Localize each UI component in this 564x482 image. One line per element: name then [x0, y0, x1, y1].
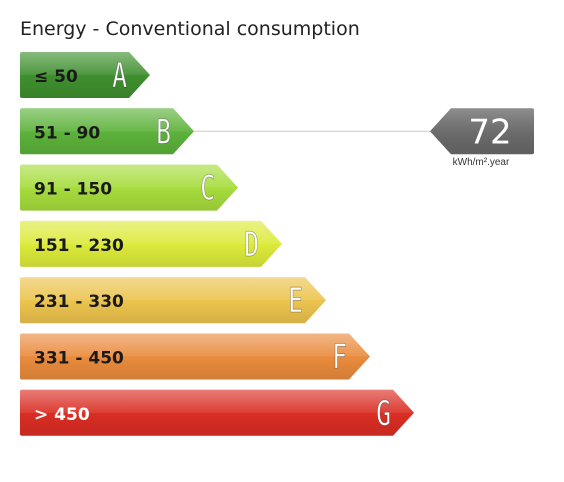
bar-gloss — [20, 164, 238, 211]
class-letter-label: E — [288, 281, 303, 320]
energy-class-e-bar: 231 - 330 E — [20, 277, 326, 324]
class-range-label: 331 - 450 — [34, 349, 124, 369]
indicator-gloss — [430, 108, 534, 155]
class-range-label: ≤ 50 — [34, 67, 78, 87]
unit-label: kWh/m².year — [452, 157, 510, 168]
class-letter-label: C — [200, 169, 215, 208]
energy-class-f-bar: 331 - 450 F — [20, 333, 370, 380]
class-letter-label: G — [376, 394, 391, 433]
bar-gloss — [20, 108, 194, 155]
class-letter-label: A — [112, 56, 127, 95]
bar-gloss — [20, 277, 326, 324]
energy-class-a-bar: ≤ 50 A — [20, 52, 150, 98]
energy-class-d-bar: 151 - 230 D — [20, 220, 282, 267]
bar-gloss — [20, 52, 150, 98]
bar-gloss — [20, 333, 370, 380]
class-range-label: 231 - 330 — [34, 292, 124, 312]
class-letter-label: D — [244, 225, 259, 264]
class-range-label: 151 - 230 — [34, 236, 124, 256]
value-label: 72 — [468, 112, 511, 152]
class-letter-label: F — [332, 338, 347, 377]
energy-class-b-bar: 51 - 90 B — [20, 108, 194, 155]
class-range-label: 51 - 90 — [34, 123, 100, 143]
energy-class-c-bar: 91 - 150 C — [20, 164, 238, 211]
bar-gloss — [20, 220, 282, 267]
class-range-label: > 450 — [34, 405, 90, 425]
bar-gloss — [20, 389, 414, 436]
value-indicator: 72 — [430, 108, 534, 155]
class-range-label: 91 - 150 — [34, 180, 112, 200]
class-letter-label: B — [156, 112, 171, 151]
energy-class-g-bar: > 450 G — [20, 389, 414, 436]
chart-title: Energy - Conventional consumption — [20, 18, 360, 40]
